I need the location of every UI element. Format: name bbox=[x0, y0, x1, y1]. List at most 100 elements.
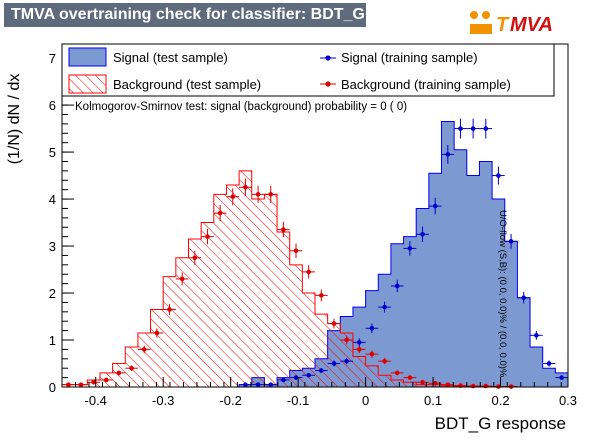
signal-train-point bbox=[441, 145, 455, 164]
signal-train-point bbox=[315, 368, 328, 374]
background-train-point bbox=[201, 229, 214, 245]
background-train-point bbox=[352, 345, 366, 354]
signal-train-point-marker bbox=[255, 382, 261, 387]
legend-background-test-swatch bbox=[68, 74, 107, 94]
background-train-point-marker bbox=[293, 248, 299, 254]
signal-train-point bbox=[479, 118, 493, 139]
signal-train-point-marker bbox=[243, 382, 248, 387]
signal-train-point bbox=[454, 118, 467, 139]
signal-train-point bbox=[239, 382, 252, 387]
signal-train-point bbox=[352, 338, 366, 347]
signal-train-point bbox=[428, 197, 442, 215]
background-train-point bbox=[340, 335, 353, 345]
tmva-logo: T MVA bbox=[470, 11, 553, 36]
signal-train-point bbox=[542, 360, 556, 367]
background-train-point bbox=[188, 250, 202, 265]
background-train-point bbox=[441, 382, 455, 387]
background-train-point-marker bbox=[420, 380, 425, 385]
ks-test-annotation: Kolmogorov-Smirnov test: signal (backgro… bbox=[75, 101, 408, 113]
y-tick-label: 6 bbox=[49, 98, 56, 113]
background-train-point-marker bbox=[306, 269, 311, 275]
background-train-point-marker bbox=[331, 321, 337, 326]
background-train-point-marker bbox=[66, 382, 71, 387]
background-train-point-marker bbox=[129, 365, 134, 371]
background-train-point-marker bbox=[217, 210, 223, 216]
signal-train-point bbox=[530, 330, 543, 340]
background-train-point bbox=[264, 185, 278, 203]
signal-train-point-marker bbox=[559, 375, 564, 380]
background-train-point bbox=[226, 188, 240, 206]
background-train-point-marker bbox=[205, 234, 210, 239]
x-tick-label: -0.4 bbox=[85, 393, 107, 408]
signal-train-point bbox=[340, 358, 353, 365]
background-train-point bbox=[62, 382, 75, 387]
signal-train-point bbox=[378, 301, 391, 313]
signal-train-point-marker bbox=[293, 375, 299, 380]
legend-label: Signal (test sample) bbox=[113, 50, 228, 65]
background-train-point bbox=[99, 377, 113, 383]
background-train-point-marker bbox=[483, 383, 489, 389]
signal-train-point-marker bbox=[546, 361, 552, 366]
signal-train-point-marker bbox=[344, 358, 349, 364]
background-train-point-marker bbox=[243, 185, 248, 190]
signal-train-point-marker bbox=[306, 372, 311, 378]
x-tick-label: -0.3 bbox=[152, 393, 174, 408]
background-train-point-marker bbox=[407, 375, 413, 380]
background-train-point-marker bbox=[167, 307, 172, 312]
signal-train-point bbox=[504, 233, 518, 249]
legend-label: Background (test sample) bbox=[113, 77, 262, 92]
signal-train-point bbox=[264, 382, 278, 387]
signal-train-point-marker bbox=[508, 239, 514, 244]
signal-train-point-marker bbox=[445, 152, 451, 157]
signal-train-point bbox=[365, 323, 379, 333]
background-train-point bbox=[365, 350, 379, 358]
background-train-point bbox=[213, 205, 227, 222]
overflow-annotation: U/O-flow (S,B): (0.0, 0.0)% / (0.0, 0.0)… bbox=[497, 210, 508, 378]
legend-label: Background (training sample) bbox=[341, 77, 511, 92]
x-tick-label: 0.2 bbox=[491, 393, 509, 408]
signal-train-point bbox=[277, 377, 290, 383]
signal-train-point-marker bbox=[521, 295, 527, 301]
signal-train-point-marker bbox=[268, 382, 274, 387]
background-train-point-marker bbox=[356, 347, 362, 352]
background-train-point bbox=[150, 328, 164, 338]
signal-train-point-marker bbox=[369, 325, 375, 331]
svg-text:MVA: MVA bbox=[510, 14, 553, 36]
signal-train-point bbox=[517, 291, 531, 304]
signal-train-point-marker bbox=[496, 173, 501, 178]
y-tick-label: 2 bbox=[49, 286, 56, 301]
background-train-point-marker bbox=[255, 192, 261, 197]
signal-train-point-marker bbox=[534, 333, 539, 338]
background-train-point bbox=[289, 243, 303, 258]
background-train-point-marker bbox=[382, 358, 387, 364]
signal-train-point-marker bbox=[281, 377, 286, 383]
y-tick-label: 1 bbox=[49, 333, 56, 348]
legend-signal-train-marker bbox=[325, 55, 331, 61]
background-train-point bbox=[378, 358, 391, 365]
signal-train-point bbox=[403, 241, 417, 256]
background-train-point-marker bbox=[394, 370, 400, 376]
background-train-point bbox=[137, 345, 151, 354]
signal-train-point bbox=[289, 375, 303, 380]
background-train-point bbox=[302, 265, 315, 279]
background-train-point bbox=[175, 272, 189, 286]
signal-train-point bbox=[555, 375, 568, 380]
background-train-point-marker bbox=[432, 380, 438, 386]
signal-train-point-marker bbox=[382, 304, 387, 310]
x-tick-label: -0.1 bbox=[287, 393, 309, 408]
y-tick-label: 3 bbox=[49, 239, 56, 254]
background-train-point bbox=[239, 178, 252, 197]
signal-train-point-marker bbox=[483, 126, 489, 131]
signal-train-point bbox=[327, 360, 341, 367]
legend-signal-test-swatch bbox=[68, 47, 107, 67]
x-axis-title: BDT_G response bbox=[434, 414, 566, 433]
background-train-point-marker bbox=[445, 382, 451, 387]
signal-train-point-marker bbox=[420, 231, 425, 237]
signal-train-point-marker bbox=[470, 126, 476, 131]
background-train-point bbox=[163, 304, 176, 315]
background-train-point-marker bbox=[179, 276, 185, 282]
signal-train-point-marker bbox=[394, 283, 400, 289]
signal-train-point bbox=[416, 226, 429, 242]
background-train-point bbox=[277, 221, 290, 238]
